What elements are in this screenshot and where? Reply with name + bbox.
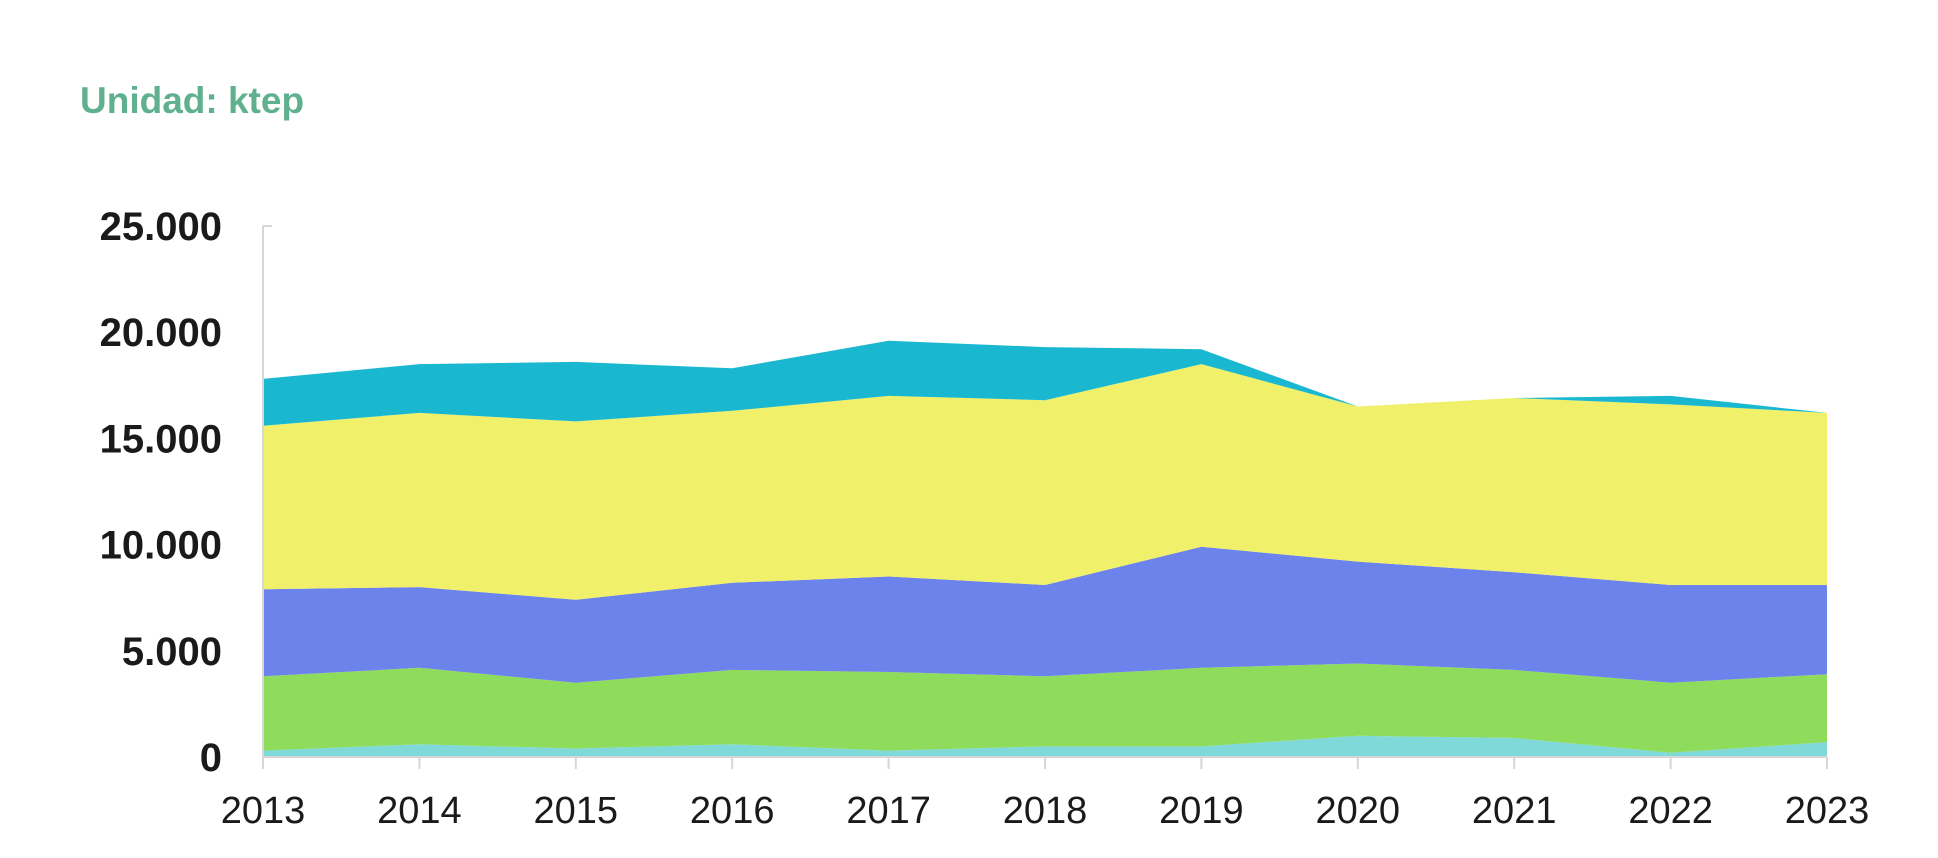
y-tick-label: 15.000: [100, 417, 222, 461]
series-area-2: [263, 663, 1827, 753]
x-tick-label: 2020: [1316, 790, 1401, 832]
x-tick-label: 2016: [690, 790, 775, 832]
x-tick-label: 2017: [846, 790, 931, 832]
x-tick-label: 2014: [377, 790, 462, 832]
x-tick-label: 2022: [1628, 790, 1713, 832]
y-tick-label: 0: [200, 736, 222, 780]
y-tick-labels: 0 5.000 10.000 15.000 20.000 25.000: [100, 205, 222, 780]
chart-axes: [262, 225, 1828, 769]
series-area-4: [263, 364, 1827, 600]
x-tick-label: 2018: [1003, 790, 1088, 832]
y-tick-label: 10.000: [100, 524, 222, 568]
series-area-3: [263, 546, 1827, 683]
y-tick-label: 5.000: [122, 630, 222, 674]
y-tick-label: 20.000: [100, 311, 222, 355]
series-area-5: [263, 340, 1827, 426]
x-tick-label: 2023: [1785, 790, 1870, 832]
x-tick-labels: 2013 2014 2015 2016 2017 2018 2019 2020 2021 2022…: [221, 790, 1870, 832]
unit-label: Unidad: ktep: [80, 80, 305, 121]
x-tick-label: 2015: [534, 790, 619, 832]
x-tick-label: 2021: [1472, 790, 1557, 832]
chart-areas: [263, 340, 1827, 757]
y-tick-label: 25.000: [100, 205, 222, 249]
x-tick-label: 2013: [221, 790, 306, 832]
x-tick-label: 2019: [1159, 790, 1244, 832]
